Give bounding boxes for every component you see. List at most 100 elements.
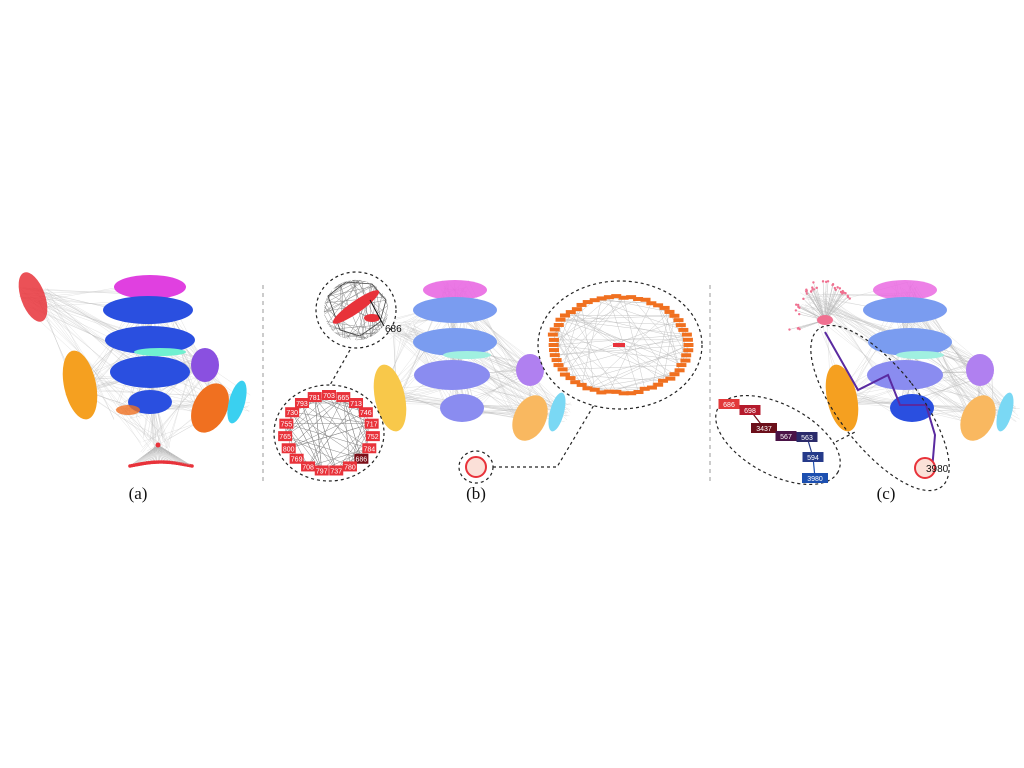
path-node-label: 3437 — [756, 426, 772, 433]
network-edge — [817, 302, 903, 373]
path-node-label: 698 — [744, 408, 756, 415]
star-edge — [581, 298, 602, 385]
pink-edge — [806, 291, 826, 321]
star-edge — [587, 344, 689, 389]
ring-node — [301, 461, 316, 472]
star-edge — [560, 319, 681, 326]
ring-node-label: 717 — [366, 422, 378, 429]
network-edge — [822, 292, 971, 426]
cluster-blue-4 — [128, 390, 172, 414]
star-node — [553, 323, 564, 328]
pink-node — [812, 281, 815, 284]
cluster-aqua — [134, 348, 186, 356]
cluster-blue-3 — [110, 356, 190, 388]
star-edge — [594, 299, 652, 304]
ring-edge — [314, 396, 372, 424]
star-edge — [564, 374, 664, 381]
panel-c-label: (c) — [877, 484, 896, 503]
ring-edge — [321, 423, 372, 471]
ring-node — [322, 390, 336, 400]
star-edge — [560, 319, 687, 335]
fan-edge — [154, 444, 159, 463]
path-node — [802, 452, 824, 462]
fan-edge — [152, 444, 159, 463]
pink-edge — [824, 289, 836, 321]
star-node — [589, 387, 600, 392]
ring-edge — [288, 412, 293, 449]
ring-node-label: 797 — [316, 468, 328, 475]
star-node — [553, 363, 564, 368]
pink-node — [794, 309, 798, 312]
network-edge — [23, 305, 165, 437]
ring-node-label: 708 — [302, 464, 314, 471]
cluster-c-aqua — [896, 351, 944, 359]
fan-node — [190, 464, 194, 468]
star-node — [633, 390, 644, 395]
star-node — [675, 323, 686, 328]
star-node — [559, 372, 570, 377]
ring-edge — [336, 435, 374, 471]
star-node — [683, 343, 694, 347]
path-node — [796, 432, 818, 442]
ring-edge — [284, 396, 315, 437]
star-node — [611, 389, 622, 394]
hub-red-cluster — [332, 290, 380, 324]
pink-node — [815, 286, 818, 290]
star-node — [640, 297, 651, 302]
cluster-c-blue — [890, 394, 934, 422]
ring-node — [362, 443, 377, 454]
hub-pointer — [369, 299, 385, 327]
star-node — [549, 353, 560, 358]
cluster-purple — [191, 348, 219, 382]
ring-edge — [349, 423, 372, 467]
ring-node-label: 737 — [330, 468, 342, 475]
hub-edge — [337, 281, 345, 286]
cluster-b-periwinkle — [414, 360, 490, 390]
fan-edge — [157, 444, 163, 463]
cluster-b-cyan — [548, 392, 566, 432]
hub-edge — [324, 280, 360, 314]
star-node — [678, 327, 689, 332]
hub-edge — [324, 314, 334, 331]
ring-node — [329, 465, 344, 476]
ring-edge — [286, 423, 309, 467]
star-edges — [552, 295, 689, 394]
hub-edge — [335, 280, 361, 287]
ring-node — [294, 398, 309, 409]
ring-edge — [314, 396, 362, 459]
star-edge — [575, 350, 689, 383]
pink-node — [802, 297, 805, 301]
fan-edge — [148, 444, 159, 463]
star-edge — [562, 334, 687, 370]
ring-edge — [288, 396, 344, 449]
cluster-c-light-purple — [966, 354, 994, 386]
star-edge — [562, 364, 682, 370]
star-edge — [587, 311, 670, 389]
star-node — [570, 380, 581, 385]
ring-edge — [291, 412, 322, 471]
ring-edge — [288, 411, 366, 449]
fan-edge — [150, 444, 159, 463]
star-node — [673, 318, 684, 323]
star-node — [674, 368, 685, 373]
star-edge — [556, 295, 617, 361]
star-hub-node — [613, 343, 625, 347]
star-node — [548, 337, 559, 342]
ring-edge — [286, 423, 322, 471]
star-node — [646, 301, 657, 306]
pink-node — [794, 303, 798, 306]
star-node — [618, 295, 629, 300]
star-node — [681, 353, 692, 358]
star-edge — [616, 296, 671, 379]
star-node — [565, 376, 576, 381]
pink-node — [809, 290, 813, 293]
star-node — [669, 313, 680, 318]
cluster-b-yellow — [373, 364, 407, 432]
star-node — [589, 298, 600, 303]
ring-node-label: 784 — [363, 446, 375, 453]
hub-edge — [324, 280, 365, 304]
path-node — [751, 423, 777, 433]
pink-edge — [822, 281, 826, 321]
pink-node — [824, 280, 828, 284]
cluster-c-lightblue-2 — [868, 328, 952, 356]
